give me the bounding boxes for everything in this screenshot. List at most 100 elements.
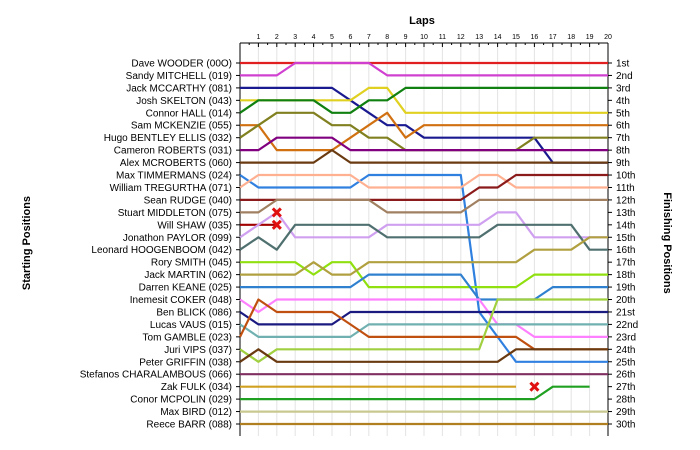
driver-label: Sam MCKENZIE (055) [131, 121, 232, 132]
driver-line [239, 323, 608, 338]
driver-line [240, 261, 608, 289]
driver-line [239, 348, 608, 363]
driver-line [240, 86, 608, 164]
finishing-position-label: 6th [616, 121, 630, 132]
driver-label: Stuart MIDDLETON (075) [118, 208, 232, 219]
x-tick-label: 8 [385, 34, 389, 41]
finishing-position-label: 11th [616, 183, 635, 194]
x-tick-label: 19 [586, 34, 594, 41]
driver-line [239, 223, 608, 251]
finishing-position-label: 19th [616, 283, 635, 294]
driver-label: William TREGURTHA (071) [110, 183, 232, 194]
driver-label: Jonathon PAYLOR (099) [123, 233, 232, 244]
finishing-position-label: 21st [616, 307, 635, 318]
driver-label: Rory SMITH (045) [151, 258, 232, 269]
driver-label: Will SHAW (035) [157, 220, 232, 231]
driver-label: Reece BARR (088) [146, 420, 232, 431]
grid-layer [236, 42, 612, 440]
x-tick-label: 9 [404, 34, 408, 41]
finishing-position-label: 12th [616, 195, 635, 206]
driver-line [239, 310, 608, 326]
driver-label: Darren KEANE (025) [139, 283, 232, 294]
driver-label: Josh SKELTON (043) [136, 96, 232, 107]
finishing-position-label: 25th [616, 357, 635, 368]
x-tick-label: 16 [531, 34, 539, 41]
finishing-position-label: 26th [616, 370, 635, 381]
driver-label: Peter GRIFFIN (038) [139, 357, 232, 368]
driver-line [240, 149, 608, 164]
x-tick-label: 13 [475, 34, 483, 41]
finishing-position-label: 22nd [616, 320, 638, 331]
finishing-position-label: 16th [616, 245, 635, 256]
x-tick-label: 6 [348, 34, 352, 41]
driver-label: Ben BLICK (086) [156, 307, 232, 318]
finishing-position-label: 23rd [616, 332, 636, 343]
finishing-position-label: 14th [616, 220, 635, 231]
driver-label: Hugo BENTLEY ELLIS (032) [104, 133, 232, 144]
driver-line [239, 211, 608, 239]
driver-label: Alex MCROBERTS (060) [120, 158, 232, 169]
driver-line [240, 198, 608, 214]
driver-line [239, 173, 608, 363]
finishing-position-label: 20th [616, 295, 635, 306]
y-axis-title-left: Starting Positions [21, 196, 33, 290]
retirement-marker [529, 381, 540, 392]
finishing-position-label: 8th [616, 146, 630, 157]
driver-label: Sandy MITCHELL (019) [126, 71, 232, 82]
driver-line [240, 61, 608, 77]
finishing-position-label: 30th [616, 420, 635, 431]
driver-label: Max TIMMERMANS (024) [116, 171, 232, 182]
finishing-position-label: 4th [616, 96, 630, 107]
driver-label: Sean RUDGE (040) [144, 195, 232, 206]
finishing-position-label: 27th [616, 382, 635, 393]
finishing-position-label: 2nd [616, 71, 633, 82]
x-tick-label: 14 [494, 34, 502, 41]
retirement-markers [271, 207, 540, 392]
x-tick-label: 3 [293, 34, 297, 41]
driver-label: Max BIRD (012) [160, 407, 232, 418]
driver-line [240, 111, 608, 152]
finishing-position-label: 24th [616, 345, 635, 356]
finishing-position-label: 28th [616, 395, 635, 406]
x-tick-label: 12 [457, 34, 465, 41]
driver-label: Inemesit COKER (048) [130, 295, 232, 306]
finishing-position-label: 9th [616, 158, 630, 169]
retirement-marker [271, 219, 282, 230]
series-layer [239, 61, 608, 426]
finishing-position-label: 17th [616, 258, 635, 269]
x-tick-label: 7 [367, 34, 371, 41]
x-tick-label: 20 [604, 34, 612, 41]
x-axis-title: Laps [409, 15, 435, 27]
finishing-position-label: 5th [616, 108, 630, 119]
x-tick-label: 1 [256, 34, 260, 41]
retirement-marker [271, 207, 282, 218]
driver-label: Connor HALL (014) [146, 108, 232, 119]
x-tick-label: 2 [275, 34, 279, 41]
driver-line [240, 136, 608, 152]
driver-line [240, 236, 608, 276]
driver-label: Cameron ROBERTS (031) [114, 146, 232, 157]
x-tick-label: 15 [512, 34, 520, 41]
x-tick-label: 17 [549, 34, 557, 41]
y-axis-title-right: Finishing Positions [661, 192, 673, 293]
finishing-position-label: 18th [616, 270, 635, 281]
x-tick-label: 11 [439, 34, 446, 41]
finishing-position-label: 7th [616, 133, 630, 144]
driver-line [240, 385, 590, 401]
x-tick-label: 18 [567, 34, 575, 41]
driver-line [239, 298, 608, 363]
driver-label: Tom GAMBLE (023) [143, 332, 232, 343]
driver-label: Jack MARTIN (062) [144, 270, 232, 281]
driver-line [240, 273, 608, 301]
driver-label: Jack MCCARTHY (081) [126, 83, 232, 94]
driver-label: Lucas VAUS (015) [150, 320, 232, 331]
driver-line [239, 86, 608, 114]
driver-label: Zak FULK (034) [161, 382, 232, 393]
x-tick-label: 4 [312, 34, 316, 41]
finishing-position-label: 3rd [616, 83, 630, 94]
driver-label: Juri VIPS (037) [164, 345, 232, 356]
finishing-position-label: 29th [616, 407, 635, 418]
finishing-position-label: 13th [616, 208, 635, 219]
driver-line [239, 173, 608, 189]
